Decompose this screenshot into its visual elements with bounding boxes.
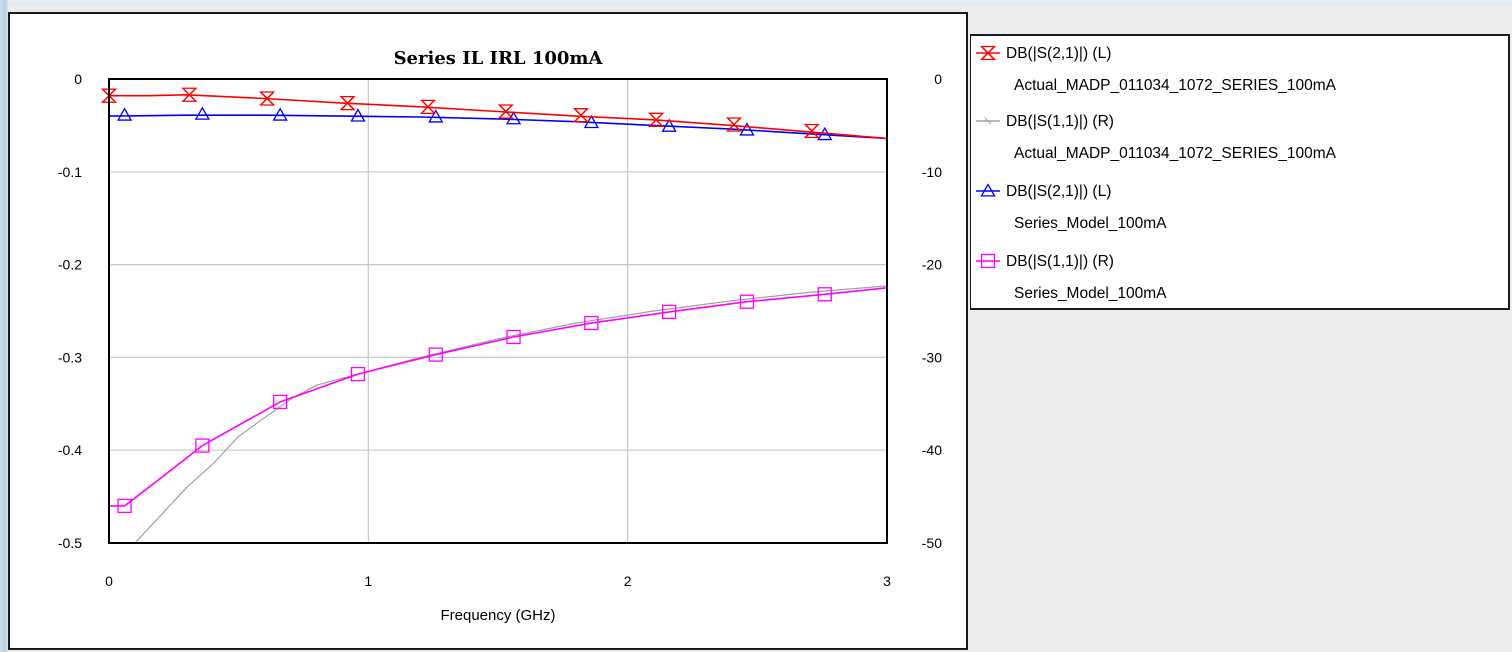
y-right-tick-label: -30 xyxy=(922,349,942,365)
series-marker-stroke xyxy=(421,99,435,114)
series-marker xyxy=(584,315,599,331)
series-marker-stroke xyxy=(804,124,819,138)
series-marker-stroke xyxy=(649,112,664,127)
series-marker xyxy=(350,108,366,122)
legend-entry-line2: Actual_MADP_011034_1072_SERIES_100mA xyxy=(1014,145,1337,162)
y-left-tick-label: -0.2 xyxy=(58,257,82,273)
plot-area-frame xyxy=(108,78,888,544)
y-right-tick-label: -40 xyxy=(922,442,942,458)
window-top-strip xyxy=(0,0,1512,5)
series-layer xyxy=(100,87,887,543)
legend-swatch-marker-stroke xyxy=(984,117,992,125)
legend-entry-line1: DB(|S(1,1)|) (R) xyxy=(1006,253,1114,270)
series-marker xyxy=(195,438,210,453)
series-marker xyxy=(272,107,288,121)
x-axis-label: Frequency (GHz) xyxy=(440,607,555,624)
y-right-tick-label: -50 xyxy=(922,535,942,551)
y-left-tick-label: 0 xyxy=(74,71,82,87)
series-marker xyxy=(739,122,755,136)
y-left-tick-label: -0.1 xyxy=(58,164,82,180)
tick-label-layer: 0 1 2 3 0 -0.1 -0.2 -0.3 -0.4 -0.5 0 -10 -20 -30 -40 -5… xyxy=(58,71,942,589)
legend-swatch-marker xyxy=(980,183,996,197)
x-tick-label: 2 xyxy=(624,573,632,589)
series-marker xyxy=(428,347,443,362)
series-marker-stroke xyxy=(260,91,275,106)
grid-layer xyxy=(109,79,887,543)
series-marker xyxy=(117,498,132,514)
series-marker-stroke xyxy=(727,117,741,132)
legend-entry-line2: Series_Model_100mA xyxy=(1014,285,1167,302)
y-right-tick-label: -20 xyxy=(922,257,942,273)
series-line xyxy=(134,285,887,543)
window-left-strip xyxy=(0,0,8,652)
series-marker xyxy=(739,294,755,309)
y-left-tick-label: -0.4 xyxy=(58,442,82,458)
legend-entry-line2: Actual_MADP_011034_1072_SERIES_100mA xyxy=(1014,77,1337,94)
series-marker xyxy=(662,304,677,320)
series-line xyxy=(109,114,887,140)
legend-entry-line2: Series_Model_100mA xyxy=(1014,215,1167,232)
legend-box xyxy=(970,34,1510,310)
series-marker-stroke xyxy=(574,108,588,123)
series-marker-stroke xyxy=(340,96,355,111)
series-marker xyxy=(506,329,521,345)
y-right-tick-label: 0 xyxy=(934,71,942,87)
series-marker xyxy=(116,107,133,121)
legend-entry-line1: DB(|S(1,1)|) (R) xyxy=(1006,113,1114,130)
series-line xyxy=(109,287,887,507)
y-left-tick-label: -0.3 xyxy=(58,349,82,365)
series-marker xyxy=(350,366,366,382)
chart-title: Series IL IRL 100mA xyxy=(394,48,604,69)
legend-swatch-marker-stroke xyxy=(981,46,995,60)
series-marker xyxy=(273,394,288,410)
legend-swatch-marker xyxy=(980,253,996,269)
y-right-tick-label: -10 xyxy=(922,164,942,180)
series-marker-stroke xyxy=(498,104,513,119)
series-marker xyxy=(661,118,677,132)
legend-entry-line1: DB(|S(2,1)|) (L) xyxy=(1006,183,1111,200)
series-line xyxy=(109,94,887,140)
legend-entry-line1: DB(|S(2,1)|) (L) xyxy=(1006,45,1111,62)
x-tick-label: 3 xyxy=(883,573,891,589)
series-marker xyxy=(428,109,444,123)
series-marker xyxy=(194,106,210,120)
series-marker xyxy=(817,287,832,302)
y-left-tick-label: -0.5 xyxy=(58,535,82,551)
series-marker-stroke xyxy=(182,87,197,102)
x-tick-label: 0 xyxy=(105,573,113,589)
legend-layer: DB(|S(2,1)|) (L) Actual_MADP_011034_1072_… xyxy=(976,45,1337,302)
x-tick-label: 1 xyxy=(364,573,372,589)
